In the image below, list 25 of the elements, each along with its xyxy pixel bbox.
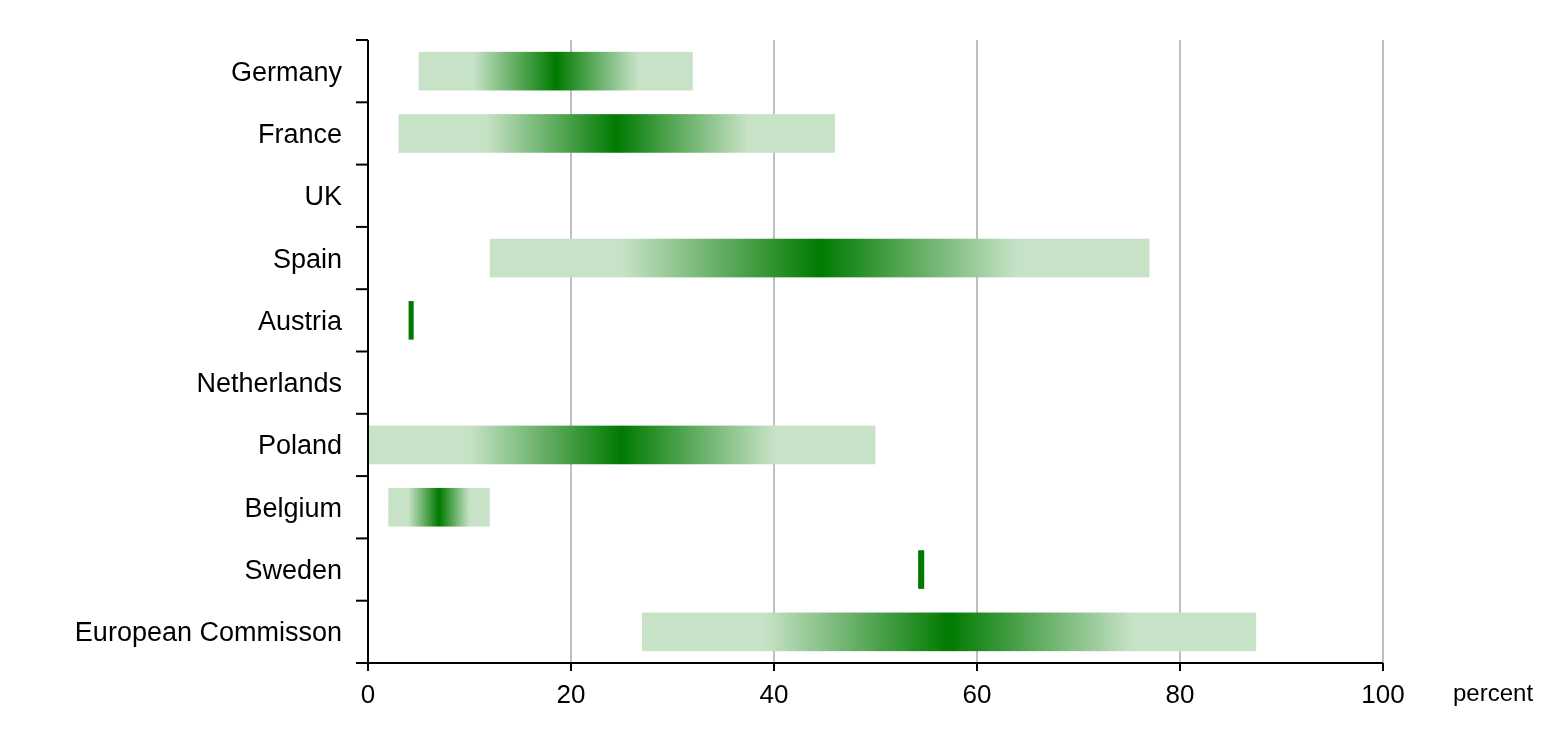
y-tick-label: Poland bbox=[257, 430, 342, 461]
y-tick-label: European Commisson bbox=[74, 617, 342, 648]
y-tick-label: Spain bbox=[272, 243, 342, 274]
x-tick-label: 0 bbox=[360, 679, 376, 709]
y-tick-label: Netherlands bbox=[196, 368, 342, 399]
bar bbox=[418, 51, 693, 91]
bar bbox=[368, 425, 876, 465]
x-tick-label: 100 bbox=[1361, 679, 1405, 709]
y-tick-label: Belgium bbox=[244, 492, 342, 523]
y-tick-label: Austria bbox=[257, 305, 343, 336]
y-tick-label: UK bbox=[304, 181, 342, 212]
bar bbox=[398, 114, 835, 153]
y-tick-label: France bbox=[257, 118, 342, 149]
bar bbox=[918, 550, 925, 589]
y-tick-label: Germany bbox=[230, 56, 343, 87]
bar bbox=[489, 238, 1150, 278]
x-axis-title: percent bbox=[1453, 679, 1534, 706]
bar bbox=[408, 301, 414, 340]
x-tick-label: 60 bbox=[962, 679, 992, 709]
x-tick-label: 40 bbox=[759, 679, 789, 709]
x-tick-label: 80 bbox=[1165, 679, 1195, 709]
bar bbox=[388, 487, 490, 527]
x-tick-label: 20 bbox=[556, 679, 586, 709]
bar bbox=[642, 612, 1257, 652]
y-tick-label: Sweden bbox=[244, 555, 342, 585]
